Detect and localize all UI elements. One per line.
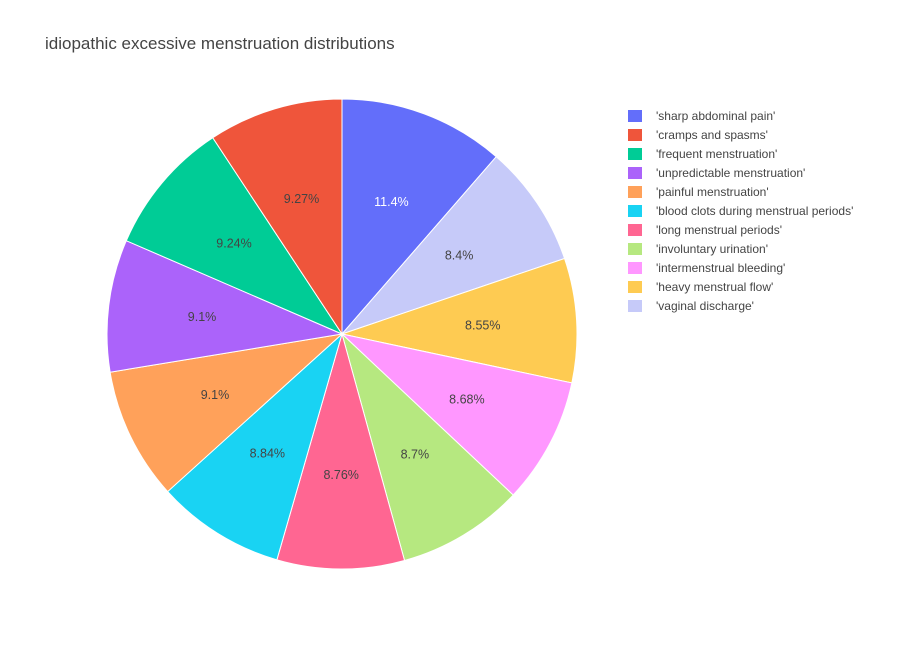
legend-label: 'involuntary urination' bbox=[656, 241, 768, 256]
slice-percent-label: 8.55% bbox=[465, 319, 500, 333]
legend-label: 'sharp abdominal pain' bbox=[656, 108, 776, 123]
slice-percent-label: 8.76% bbox=[323, 468, 358, 482]
legend-swatch bbox=[628, 109, 642, 122]
legend-item[interactable]: 'cramps and spasms' bbox=[628, 125, 853, 144]
legend-label: 'unpredictable menstruation' bbox=[656, 165, 806, 180]
legend-item[interactable]: 'frequent menstruation' bbox=[628, 144, 853, 163]
slice-percent-label: 9.24% bbox=[216, 236, 251, 250]
pie-slice[interactable] bbox=[166, 332, 343, 561]
legend-swatch bbox=[628, 261, 642, 274]
pie-slices bbox=[106, 98, 578, 570]
legend-item[interactable]: 'involuntary urination' bbox=[628, 239, 853, 258]
legend-item[interactable]: 'long menstrual periods' bbox=[628, 220, 853, 239]
slice-percent-label: 9.1% bbox=[188, 310, 217, 324]
legend-item[interactable]: 'unpredictable menstruation' bbox=[628, 163, 853, 182]
pie-slice[interactable] bbox=[276, 332, 406, 570]
slice-percent-label: 9.27% bbox=[284, 192, 319, 206]
legend-swatch bbox=[628, 242, 642, 255]
pie-slice[interactable] bbox=[106, 240, 344, 373]
legend-label: 'intermenstrual bleeding' bbox=[656, 260, 786, 275]
chart-title: idiopathic excessive menstruation distri… bbox=[45, 34, 395, 53]
pie-slice-labels: 11.4% 8.4% 8.55% 8.68% 8.7% 8.76% 8.84% 9.1% 9.1… bbox=[188, 192, 501, 482]
legend-label: 'cramps and spasms' bbox=[656, 127, 768, 142]
legend-swatch bbox=[628, 147, 642, 160]
pie-slice[interactable] bbox=[109, 333, 344, 493]
pie-slice[interactable] bbox=[341, 98, 497, 336]
slice-percent-label: 8.4% bbox=[445, 248, 474, 262]
legend: 'sharp abdominal pain' 'cramps and spasms… bbox=[628, 106, 853, 315]
slice-percent-label: 8.68% bbox=[449, 392, 484, 406]
legend-swatch bbox=[628, 223, 642, 236]
pie-slice[interactable] bbox=[125, 137, 344, 336]
slice-percent-label: 8.84% bbox=[250, 447, 285, 461]
legend-label: 'long menstrual periods' bbox=[656, 222, 782, 237]
pie-slice[interactable] bbox=[341, 332, 514, 562]
legend-item[interactable]: 'painful menstruation' bbox=[628, 182, 853, 201]
legend-item[interactable]: 'heavy menstrual flow' bbox=[628, 277, 853, 296]
legend-item[interactable]: 'vaginal discharge' bbox=[628, 296, 853, 315]
pie-slice[interactable] bbox=[212, 98, 343, 336]
legend-swatch bbox=[628, 280, 642, 293]
legend-swatch bbox=[628, 185, 642, 198]
legend-swatch bbox=[628, 204, 642, 217]
legend-label: 'vaginal discharge' bbox=[656, 298, 754, 313]
pie-slice[interactable] bbox=[340, 257, 578, 384]
slice-percent-label: 8.7% bbox=[401, 448, 430, 462]
legend-label: 'frequent menstruation' bbox=[656, 146, 778, 161]
legend-item[interactable]: 'intermenstrual bleeding' bbox=[628, 258, 853, 277]
pie-slice[interactable] bbox=[340, 333, 573, 496]
legend-swatch bbox=[628, 128, 642, 141]
legend-label: 'blood clots during menstrual periods' bbox=[656, 203, 854, 218]
legend-swatch bbox=[628, 166, 642, 179]
legend-item[interactable]: 'sharp abdominal pain' bbox=[628, 106, 853, 125]
legend-label: 'painful menstruation' bbox=[656, 184, 769, 199]
legend-item[interactable]: 'blood clots during menstrual periods' bbox=[628, 201, 853, 220]
slice-percent-label: 11.4% bbox=[374, 195, 409, 209]
legend-label: 'heavy menstrual flow' bbox=[656, 279, 774, 294]
slice-percent-label: 9.1% bbox=[201, 388, 230, 402]
legend-swatch bbox=[628, 299, 642, 312]
pie-slice[interactable] bbox=[340, 156, 566, 336]
